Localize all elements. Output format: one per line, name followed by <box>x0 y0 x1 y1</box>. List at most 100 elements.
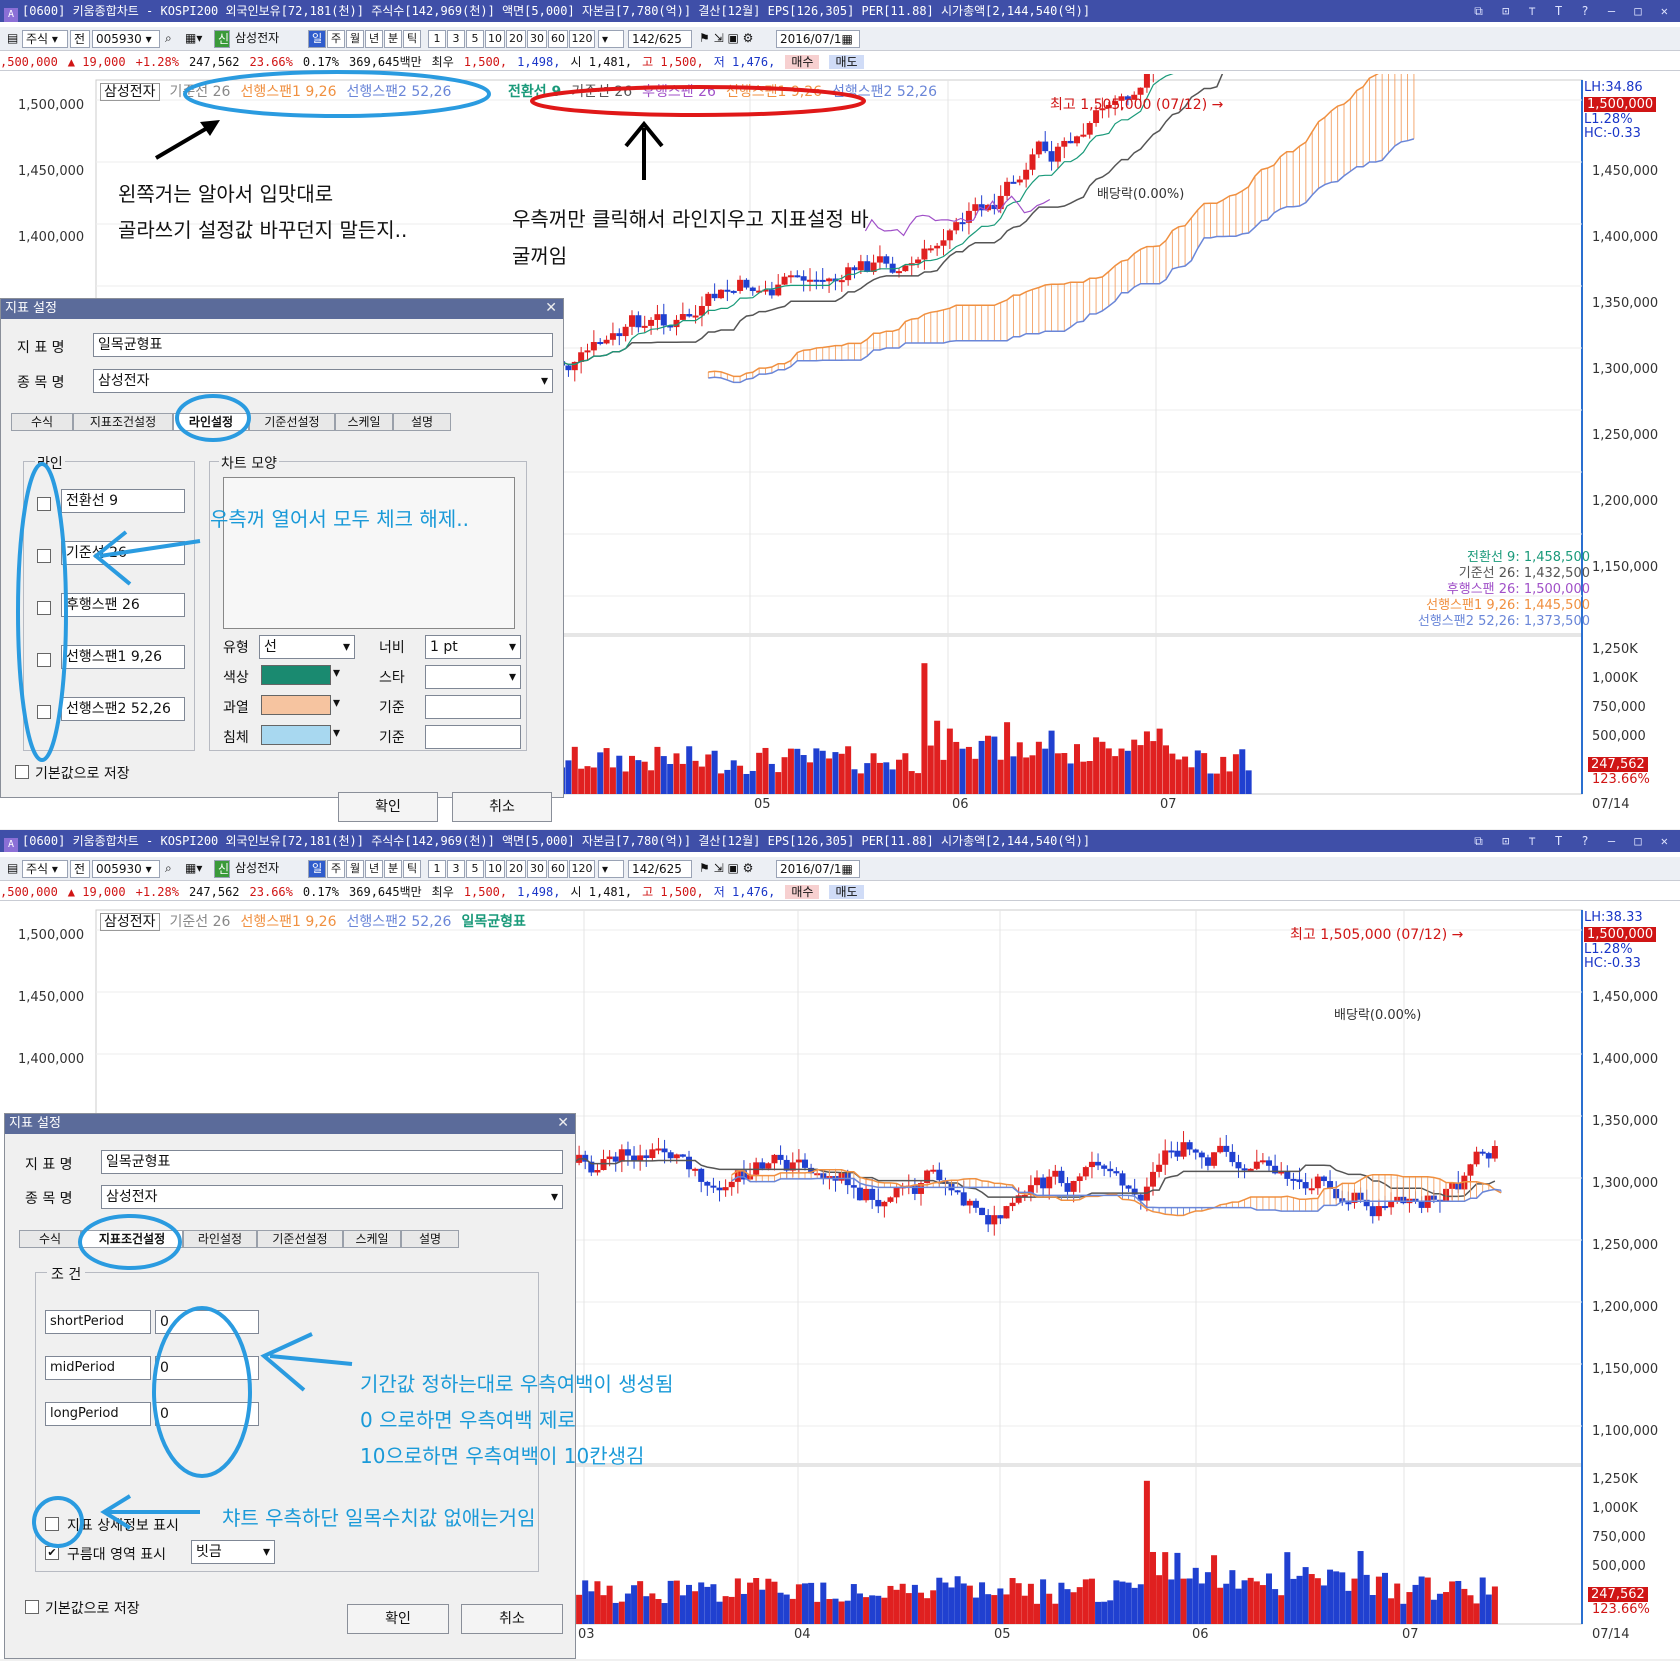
period-month[interactable]: 월 <box>346 860 364 878</box>
chevron-down-icon[interactable]: ▾ <box>333 695 341 711</box>
color-swatch[interactable] <box>261 665 331 685</box>
num-1[interactable]: 1 <box>428 860 446 878</box>
legend-span2-right[interactable]: 선행스팬2 52,26 <box>832 84 937 100</box>
num-1[interactable]: 1 <box>428 30 446 48</box>
market-select[interactable]: 주식 ▾ <box>22 860 68 878</box>
tab-baseline[interactable]: 기준선설정 <box>249 413 335 431</box>
width-select[interactable]: 1 pt ▾ <box>425 635 521 659</box>
short-period-input[interactable]: 0 <box>155 1310 259 1334</box>
legend-span1-right[interactable]: 선행스팬1 9,26 <box>725 84 823 100</box>
oversold-swatch[interactable] <box>261 725 331 745</box>
sell-button[interactable]: 매도 <box>829 55 864 69</box>
ref-input[interactable] <box>425 695 521 719</box>
type-select[interactable]: 선 ▾ <box>259 635 355 659</box>
screen-icon[interactable]: ▤ <box>4 30 20 48</box>
legend-span2[interactable]: 선행스팬2 52,26 <box>346 84 452 100</box>
table-icon[interactable]: ▦▾ <box>182 860 212 878</box>
tab-line-settings[interactable]: 라인설정 <box>173 413 249 431</box>
legend[interactable]: 삼성전자 기준선 26 선행스팬1 9,26 선행스팬2 52,26 일목균형표 <box>100 911 536 931</box>
search-icon[interactable]: ⌕ <box>162 860 180 878</box>
table-icon[interactable]: ▦▾ <box>182 30 212 48</box>
overbought-swatch[interactable] <box>261 695 331 715</box>
legend-kijun[interactable]: 기준선 26 <box>169 84 231 100</box>
line-checkbox[interactable] <box>37 601 51 615</box>
save-default-checkbox[interactable] <box>25 1600 39 1614</box>
cloud-area-checkbox[interactable]: ✔ <box>45 1546 59 1560</box>
line-checkbox[interactable] <box>37 705 51 719</box>
save-default-checkbox[interactable] <box>15 765 29 779</box>
line-tenkan[interactable]: 전환선 9 <box>61 489 185 513</box>
period-year[interactable]: 년 <box>365 860 383 878</box>
stock-name-select[interactable]: 삼성전자 ▾ <box>101 1185 563 1209</box>
period-tick[interactable]: 틱 <box>403 860 421 878</box>
num-5[interactable]: 5 <box>466 860 484 878</box>
period-day[interactable]: 일 <box>308 30 326 48</box>
chevron-down-icon[interactable]: ▾ <box>333 665 341 681</box>
window-controls[interactable]: ⧉ ⊡ ⊤ T ? ‒ □ ✕ <box>1474 834 1674 848</box>
line-checkbox[interactable] <box>37 549 51 563</box>
tab-description[interactable]: 설명 <box>401 1230 459 1248</box>
tool-icons[interactable]: ⚑ ⇲ ▣ ⚙ <box>696 30 774 48</box>
num-10[interactable]: 10 <box>485 860 505 878</box>
screen-icon[interactable]: ▤ <box>4 860 20 878</box>
tab-formula[interactable]: 수식 <box>11 413 73 431</box>
qty-select[interactable]: 전 <box>70 860 90 878</box>
num-20[interactable]: 20 <box>506 860 526 878</box>
mid-period-input[interactable]: 0 <box>155 1356 259 1380</box>
sell-button[interactable]: 매도 <box>829 885 864 899</box>
tab-baseline[interactable]: 기준선설정 <box>257 1230 343 1248</box>
period-week[interactable]: 주 <box>327 30 345 48</box>
period-minute[interactable]: 분 <box>384 860 402 878</box>
num-60[interactable]: 60 <box>548 30 568 48</box>
cancel-button[interactable]: 취소 <box>452 792 552 822</box>
tab-condition[interactable]: 지표조건설정 <box>73 413 173 431</box>
line-chikou[interactable]: 후행스팬 26 <box>61 593 185 617</box>
legend-tenkan-right[interactable]: 전환선 9 <box>508 84 562 100</box>
tab-line-settings[interactable]: 라인설정 <box>183 1230 257 1248</box>
chevron-down-icon[interactable]: ▾ <box>333 725 341 741</box>
close-icon[interactable]: ✕ <box>545 300 557 316</box>
period-year[interactable]: 년 <box>365 30 383 48</box>
ok-button[interactable]: 확인 <box>347 1604 449 1634</box>
num-3[interactable]: 3 <box>447 860 465 878</box>
num-20[interactable]: 20 <box>506 30 526 48</box>
tool-icons[interactable]: ⚑ ⇲ ▣ ⚙ <box>696 860 774 878</box>
num-10[interactable]: 10 <box>485 30 505 48</box>
style-select[interactable]: ▾ <box>425 665 521 689</box>
num-30[interactable]: 30 <box>527 860 547 878</box>
line-kijun[interactable]: 기준선 26 <box>61 541 185 565</box>
num-5[interactable]: 5 <box>466 30 484 48</box>
buy-button[interactable]: 매수 <box>785 885 820 899</box>
custom-period-select[interactable]: ▾ <box>598 860 624 878</box>
tab-condition[interactable]: 지표조건설정 <box>81 1230 183 1248</box>
ref-input[interactable] <box>425 725 521 749</box>
line-span2[interactable]: 선행스팬2 52,26 <box>61 697 185 721</box>
indicator-name-field[interactable]: 일목균형표 <box>93 333 553 357</box>
stock-code-input[interactable]: 005930 ▾ <box>92 30 160 48</box>
ok-button[interactable]: 확인 <box>338 792 438 822</box>
indicator-name-field[interactable]: 일목균형표 <box>101 1150 563 1174</box>
legend-chikou-right[interactable]: 후행스팬 26 <box>642 84 716 100</box>
search-icon[interactable]: ⌕ <box>162 30 180 48</box>
tab-description[interactable]: 설명 <box>393 413 451 431</box>
market-select[interactable]: 주식 ▾ <box>22 30 68 48</box>
tab-formula[interactable]: 수식 <box>19 1230 81 1248</box>
buy-button[interactable]: 매수 <box>785 55 820 69</box>
stock-name-select[interactable]: 삼성전자 ▾ <box>93 369 553 393</box>
legend-right[interactable]: 전환선 9 기준선 26 후행스팬 26 선행스팬1 9,26 선행스팬2 52,26 <box>508 81 947 101</box>
num-30[interactable]: 30 <box>527 30 547 48</box>
legend-kijun-right[interactable]: 기준선 26 <box>571 84 633 100</box>
window-controls[interactable]: ⧉ ⊡ ⊤ T ? ‒ □ ✕ <box>1474 4 1674 18</box>
detail-info-checkbox[interactable] <box>45 1517 59 1531</box>
period-day[interactable]: 일 <box>308 860 326 878</box>
long-period-input[interactable]: 0 <box>155 1402 259 1426</box>
stock-code-input[interactable]: 005930 ▾ <box>92 860 160 878</box>
num-3[interactable]: 3 <box>447 30 465 48</box>
cancel-button[interactable]: 취소 <box>461 1604 563 1634</box>
custom-period-select[interactable]: ▾ <box>598 30 624 48</box>
period-tick[interactable]: 틱 <box>403 30 421 48</box>
line-span1[interactable]: 선행스팬1 9,26 <box>61 645 185 669</box>
legend-span1[interactable]: 선행스팬1 9,26 <box>240 84 337 100</box>
cloud-style-select[interactable]: 빗금 ▾ <box>191 1540 275 1564</box>
legend-span2[interactable]: 선행스팬2 52,26 <box>346 914 452 930</box>
